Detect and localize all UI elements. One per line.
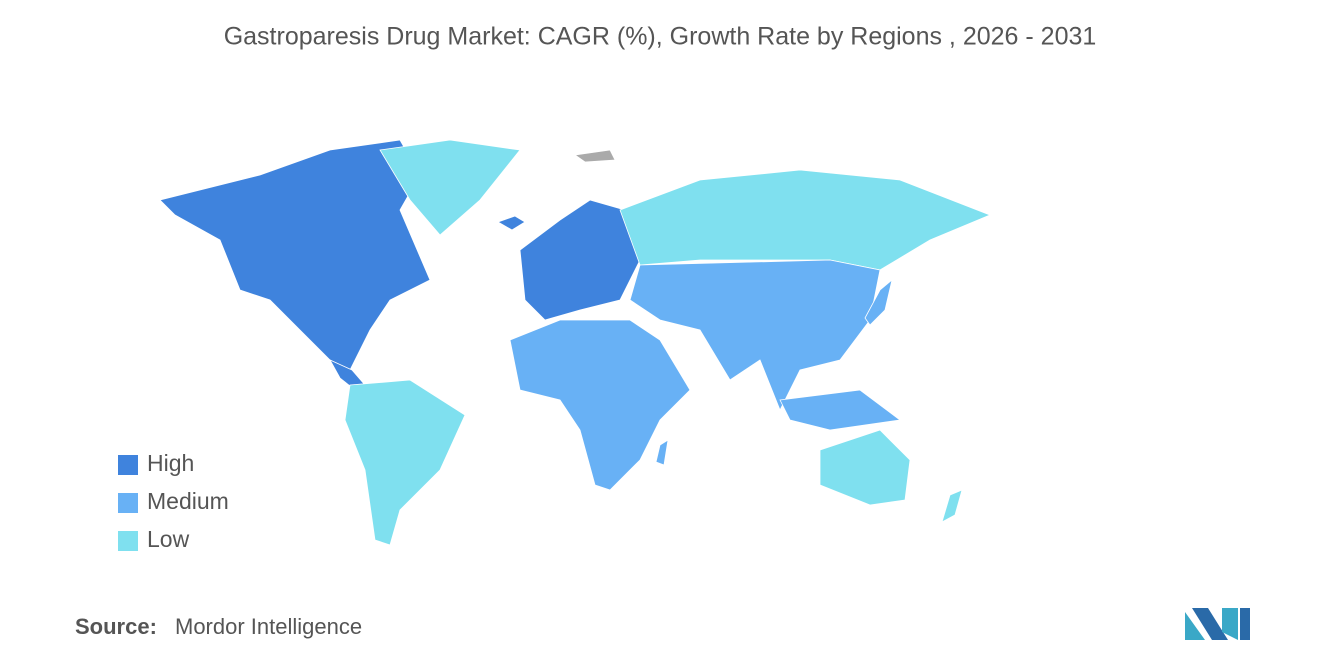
source-text: Mordor Intelligence (175, 614, 362, 639)
new-zealand (941, 489, 963, 523)
no-data-region (573, 149, 616, 163)
legend-label: High (147, 450, 194, 476)
north-america (159, 139, 431, 371)
legend-swatch (118, 531, 138, 551)
logo-shape (1240, 608, 1250, 640)
legend-label: Low (147, 526, 190, 552)
japan (864, 278, 893, 326)
logo-shape (1192, 608, 1228, 640)
south-america (344, 379, 466, 546)
source-label: Source: (75, 614, 157, 639)
logo-shape (1222, 608, 1238, 640)
iceland (497, 215, 526, 231)
world-map (159, 139, 992, 546)
asia (629, 259, 881, 411)
title: Gastroparesis Drug Market: CAGR (%), Gro… (224, 23, 1097, 51)
greenland (379, 139, 521, 236)
legend: High Medium Low (118, 450, 229, 552)
southeast-asia (779, 389, 902, 431)
logo-shape (1185, 612, 1205, 640)
legend-label: Medium (147, 488, 229, 514)
europe (519, 199, 641, 321)
legend-swatch (118, 493, 138, 513)
logo (1185, 608, 1250, 640)
africa (509, 319, 691, 491)
legend-swatch (118, 455, 138, 475)
russia (619, 169, 992, 271)
madagascar (655, 439, 669, 466)
australia (819, 429, 911, 506)
